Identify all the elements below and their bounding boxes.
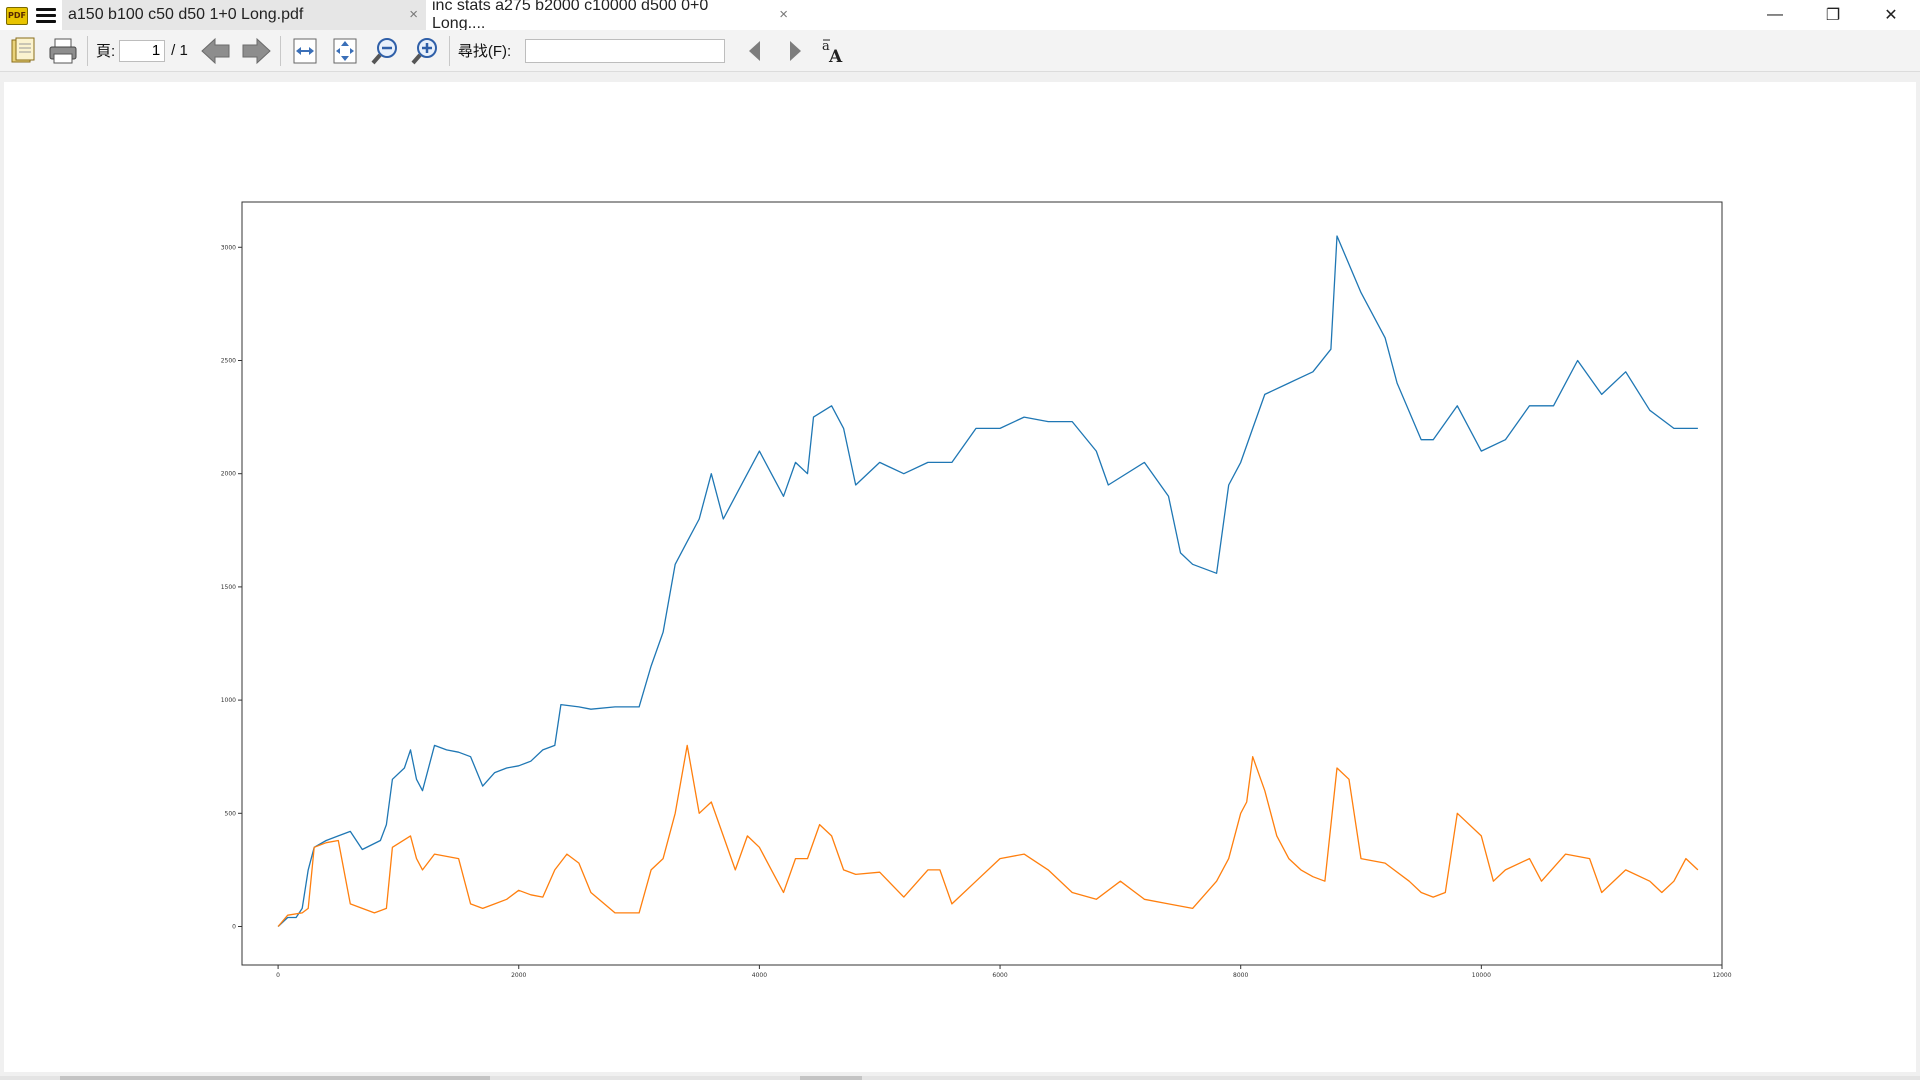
y-tick-label: 3000 <box>221 244 236 251</box>
tab-close-icon[interactable]: × <box>779 6 788 23</box>
toolbar-separator <box>448 35 450 66</box>
zoom-in-button[interactable] <box>408 34 442 68</box>
page-label: 頁: <box>96 43 116 60</box>
toolbar-separator <box>87 35 88 66</box>
printer-icon <box>49 38 77 63</box>
find-input[interactable] <box>525 38 726 63</box>
find-next-button[interactable] <box>778 34 812 68</box>
y-tick-label: 2000 <box>221 471 236 478</box>
zoom-in-icon <box>411 37 437 64</box>
fit-width-icon <box>293 38 317 63</box>
toolbar-separator <box>279 35 281 66</box>
triangle-left-icon <box>749 40 761 61</box>
hamburger-menu-icon[interactable] <box>36 0 56 30</box>
series-line-2 <box>277 744 1699 927</box>
x-tick-label: 4000 <box>752 972 767 979</box>
tab-document-1[interactable]: a150 b100 c50 d50 1+0 Long.pdf × <box>62 0 426 30</box>
y-tick-label: 500 <box>225 810 237 817</box>
x-tick-label: 0 <box>276 972 280 979</box>
open-file-icon <box>11 37 35 62</box>
fit-page-icon <box>333 38 357 63</box>
open-file-button[interactable] <box>6 34 40 68</box>
plot-frame <box>241 201 1723 966</box>
next-page-button[interactable] <box>239 34 273 68</box>
y-tick-label: 1000 <box>221 697 236 704</box>
fit-page-button[interactable] <box>328 34 362 68</box>
series-line-1 <box>277 235 1698 927</box>
maximize-button[interactable]: ❐ <box>1825 7 1841 24</box>
x-tick-label: 8000 <box>1233 972 1248 979</box>
svg-text:A: A <box>828 47 843 66</box>
match-case-icon: a A <box>822 39 843 66</box>
x-tick-label: 6000 <box>992 972 1007 979</box>
pdf-page: 0 2000 4000 6000 8000 10000 12000 0 500 1000 1500 2… <box>4 82 1916 1072</box>
find-previous-button[interactable] <box>738 34 772 68</box>
line-chart: 0 2000 4000 6000 8000 10000 12000 0 500 1000 1500 2… <box>221 201 1732 979</box>
tab-label: inc stats a275 b2000 c10000 d500 0+0 Lon… <box>432 0 709 32</box>
print-button[interactable] <box>46 34 80 68</box>
y-tick-label: 0 <box>232 924 236 931</box>
tab-document-2[interactable]: inc stats a275 b2000 c10000 d500 0+0 Lon… <box>426 0 796 32</box>
fit-width-button[interactable] <box>288 34 322 68</box>
svg-text:a: a <box>822 39 830 54</box>
document-viewport[interactable]: 0 2000 4000 6000 8000 10000 12000 0 500 1000 1500 2… <box>0 72 1920 1080</box>
page-total: / 1 <box>171 42 188 59</box>
zoom-out-button[interactable] <box>368 34 402 68</box>
y-tick-label: 2500 <box>221 357 236 364</box>
close-window-button[interactable]: ✕ <box>1884 7 1898 24</box>
title-bar: PDF a150 b100 c50 d50 1+0 Long.pdf × inc… <box>0 0 1920 32</box>
triangle-right-icon <box>790 40 802 61</box>
pdf-app-icon: PDF <box>6 7 28 25</box>
arrow-right-icon <box>242 37 271 64</box>
previous-page-button[interactable] <box>199 34 233 68</box>
toolbar: 頁: / 1 <box>0 30 1920 72</box>
page-number-input[interactable] <box>119 39 166 62</box>
zoom-out-icon <box>371 37 397 64</box>
match-case-button[interactable]: a A <box>818 34 852 68</box>
y-tick-label: 1500 <box>221 584 236 591</box>
x-tick-label: 2000 <box>511 972 526 979</box>
minimize-button[interactable]: — <box>1767 6 1783 23</box>
x-tick-label: 10000 <box>1472 972 1491 979</box>
window-controls: — ❐ ✕ <box>1746 0 1920 30</box>
tab-label: a150 b100 c50 d50 1+0 Long.pdf <box>68 6 304 23</box>
x-tick-label: 12000 <box>1712 972 1731 979</box>
scrollbar-thumb[interactable] <box>60 1076 490 1080</box>
horizontal-scrollbar[interactable] <box>0 1076 1920 1080</box>
scrollbar-thumb[interactable] <box>800 1076 862 1080</box>
tab-close-icon[interactable]: × <box>409 6 418 23</box>
find-label: 尋找(F): <box>457 43 512 60</box>
arrow-left-icon <box>201 37 230 64</box>
